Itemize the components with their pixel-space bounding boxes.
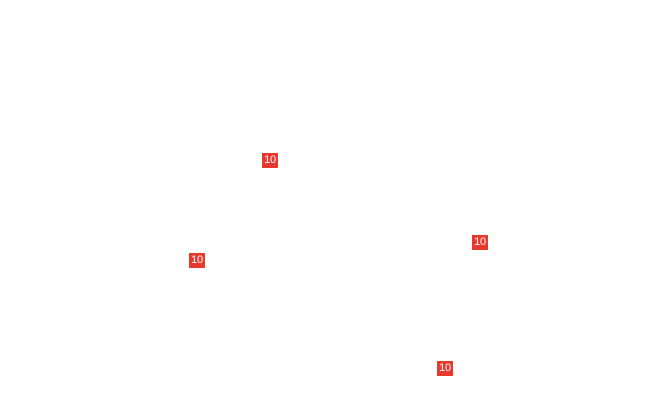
count-badge[interactable]: 10: [437, 361, 453, 376]
count-badge[interactable]: 10: [189, 253, 205, 268]
count-badge[interactable]: 10: [262, 153, 278, 168]
count-badge[interactable]: 10: [472, 235, 488, 250]
